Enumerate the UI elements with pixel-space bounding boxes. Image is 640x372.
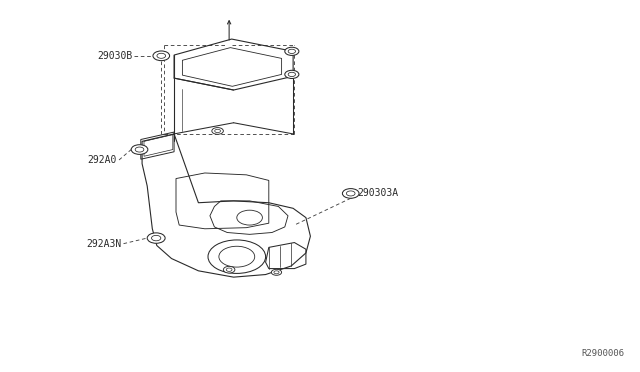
Circle shape: [153, 51, 170, 61]
Circle shape: [285, 70, 299, 78]
Text: 292A3N: 292A3N: [86, 239, 122, 248]
Circle shape: [131, 145, 148, 154]
Circle shape: [285, 47, 299, 55]
Text: 29030B: 29030B: [97, 51, 132, 61]
Text: 290303A: 290303A: [357, 189, 398, 198]
Circle shape: [223, 266, 235, 273]
Circle shape: [271, 269, 282, 275]
Circle shape: [147, 233, 165, 243]
Circle shape: [212, 128, 223, 134]
Circle shape: [342, 189, 359, 198]
Text: 292A0: 292A0: [88, 155, 117, 165]
Text: R2900006: R2900006: [581, 349, 624, 358]
